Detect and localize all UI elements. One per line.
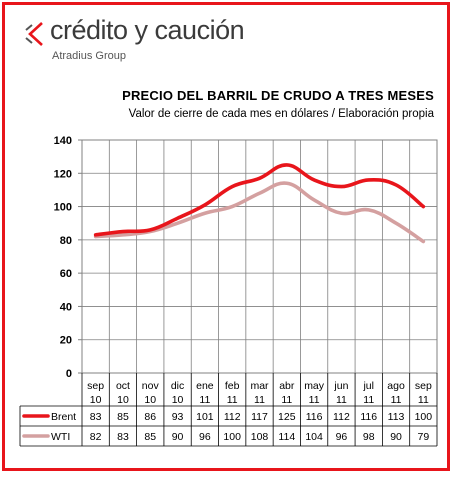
y-tick-label: 60	[60, 268, 72, 280]
legend-label-wti: WTI	[51, 431, 70, 443]
plot-area	[81, 139, 438, 374]
x-tick-label-month: abr	[279, 380, 295, 392]
x-tick-label-month: jun	[333, 380, 348, 392]
data-label-wti: 100	[223, 431, 241, 443]
brand-name: crédito y caución	[50, 15, 245, 45]
data-label-brent: 83	[90, 411, 102, 423]
data-label-brent: 112	[224, 411, 241, 423]
data-label-wti: 82	[90, 431, 102, 443]
x-tick-label-month: ene	[196, 380, 214, 392]
x-tick-label-month: jul	[362, 380, 374, 392]
y-tick-label: 100	[54, 202, 72, 214]
x-tick-label-year: 10	[172, 394, 184, 406]
data-label-wti: 104	[305, 431, 323, 443]
x-tick-label-year: 11	[418, 394, 429, 406]
data-label-wti: 114	[278, 431, 295, 443]
data-label-wti: 83	[117, 431, 129, 443]
data-label-brent: 117	[251, 411, 268, 423]
x-tick-label-month: ago	[387, 380, 405, 392]
data-label-brent: 86	[144, 411, 156, 423]
x-tick-label-year: 11	[363, 394, 374, 406]
data-label-wti: 96	[199, 431, 211, 443]
y-tick-label: 140	[54, 135, 72, 147]
series-line-brent	[93, 163, 426, 237]
data-label-brent: 113	[388, 411, 405, 423]
y-tick-label: 80	[60, 235, 72, 247]
y-tick-label: 120	[54, 168, 72, 180]
y-tick-label: 20	[60, 335, 72, 347]
x-tick-label-year: 11	[336, 394, 347, 406]
x-tick-label-year: 11	[309, 394, 320, 406]
x-tick-label-year: 11	[281, 394, 292, 406]
data-label-brent: 112	[333, 411, 350, 423]
data-label-brent: 116	[306, 411, 323, 423]
x-tick-label-month: mar	[250, 380, 269, 392]
data-label-brent: 93	[172, 411, 184, 423]
data-label-wti: 90	[172, 431, 184, 443]
data-label-wti: 98	[363, 431, 375, 443]
x-tick-label-month: sep	[415, 380, 432, 392]
brand-chevron-icon	[25, 22, 43, 46]
x-tick-label-month: sep	[87, 380, 104, 392]
x-tick-label-month: feb	[225, 380, 240, 392]
data-label-wti: 108	[251, 431, 269, 443]
data-label-brent: 101	[196, 411, 214, 423]
data-label-brent: 85	[117, 411, 129, 423]
x-tick-label-year: 11	[227, 394, 238, 406]
x-tick-label-year: 10	[90, 394, 102, 406]
x-tick-label-year: 11	[391, 394, 402, 406]
y-tick-label: 0	[66, 368, 72, 380]
x-tick-label-month: may	[304, 380, 325, 392]
brand-subtitle: Atradius Group	[52, 50, 126, 62]
x-tick-label-month: nov	[142, 380, 160, 392]
chart-subtitle: Valor de cierre de cada mes en dólares /…	[128, 108, 434, 120]
data-label-brent: 125	[278, 411, 296, 423]
x-tick-label-year: 10	[144, 394, 156, 406]
data-label-wti: 90	[390, 431, 402, 443]
x-tick-label-year: 11	[199, 394, 210, 406]
data-label-brent: 100	[415, 411, 433, 423]
x-tick-label-year: 11	[254, 394, 265, 406]
y-tick-label: 40	[60, 301, 72, 313]
data-label-brent: 116	[360, 411, 377, 423]
x-tick-label-month: oct	[116, 380, 130, 392]
data-label-wti: 96	[336, 431, 348, 443]
data-label-wti: 79	[418, 431, 430, 443]
x-tick-label-month: dic	[171, 380, 184, 392]
data-label-wti: 85	[144, 431, 156, 443]
chart-title: PRECIO DEL BARRIL DE CRUDO A TRES MESES	[122, 88, 434, 103]
legend-label-brent: Brent	[51, 411, 76, 423]
x-tick-label-year: 10	[117, 394, 129, 406]
